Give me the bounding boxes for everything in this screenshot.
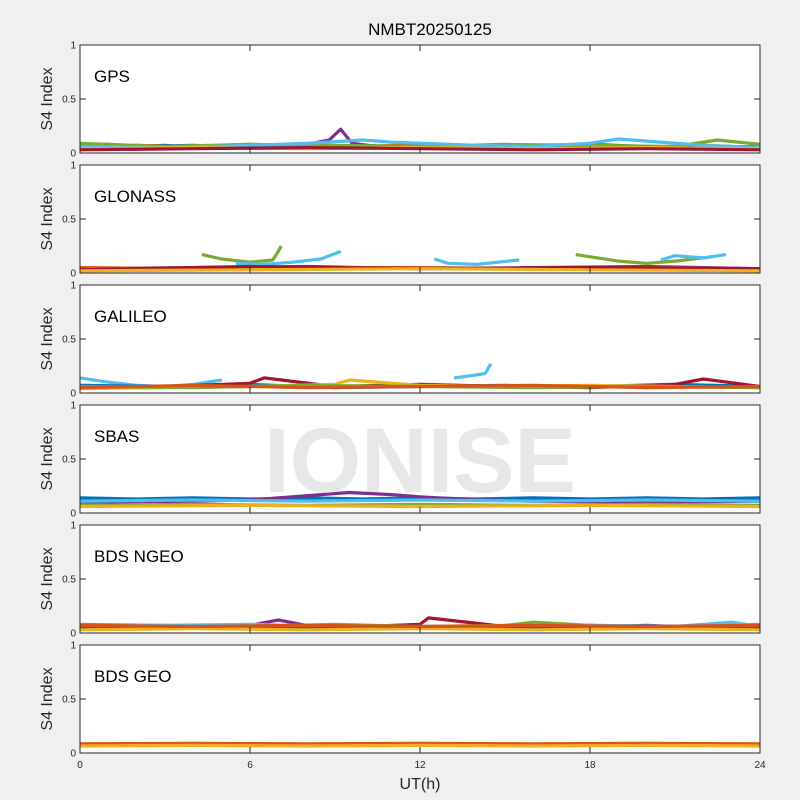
series-line [80, 137, 760, 150]
panel-galileo: 0 0.5 1 S4 Index GALILEO [39, 281, 761, 400]
x-tick-label: 12 [414, 760, 426, 771]
x-tick-label: 0 [77, 760, 83, 771]
y-axis-label: S4 Index [39, 187, 56, 250]
series-line [453, 363, 493, 380]
series-line [80, 743, 760, 748]
y-tick-label: 1 [70, 521, 76, 532]
series-group [80, 616, 760, 632]
y-axis-label: S4 Index [39, 427, 56, 490]
y-tick-label: 0.5 [62, 695, 76, 706]
y-tick-label: 1 [70, 641, 76, 652]
panel-glonass: 0 0.5 1 S4 Index GLONASS [39, 161, 761, 280]
series-line [80, 383, 760, 390]
figure-title: NMBT20250125 [368, 20, 492, 39]
panel-sbas: 0 0.5 1 S4 Index SBAS [39, 401, 761, 520]
series-line [80, 623, 760, 629]
panel-background [80, 165, 760, 273]
panel-background [80, 405, 760, 513]
series-line [660, 253, 727, 262]
panel-label: GLONASS [94, 187, 176, 206]
y-tick-label: 0 [70, 149, 76, 160]
y-tick-label: 0 [70, 749, 76, 760]
panel-bds-geo: 0 0.5 1 S4 Index BDS GEO [39, 641, 761, 760]
series-line [80, 741, 760, 746]
series-group [80, 363, 760, 391]
y-tick-label: 0.5 [62, 335, 76, 346]
y-tick-label: 0.5 [62, 575, 76, 586]
y-tick-label: 0 [70, 509, 76, 520]
y-tick-label: 1 [70, 41, 76, 52]
x-tick-label: 24 [754, 760, 766, 771]
panel-label: GALILEO [94, 307, 167, 326]
panel-label: SBAS [94, 427, 139, 446]
series-line [80, 498, 760, 503]
series-line [235, 249, 342, 266]
series-group [80, 245, 760, 273]
panel-background [80, 525, 760, 633]
series-line [433, 257, 520, 266]
panel-label: BDS GEO [94, 667, 171, 686]
x-axis-label: UT(h) [400, 776, 441, 793]
x-tick-label: 6 [247, 760, 253, 771]
series-line [80, 503, 760, 509]
panel-label: BDS NGEO [94, 547, 184, 566]
panel-bds-ngeo: 0 0.5 1 S4 Index BDS NGEO [39, 521, 761, 640]
y-axis-label: S4 Index [39, 307, 56, 370]
series-line [201, 245, 283, 264]
series-group [80, 490, 760, 509]
x-axis: 0 6 12 18 24 [77, 760, 766, 771]
watermark-text: IONISE [264, 410, 576, 512]
x-tick-label: 18 [584, 760, 596, 771]
y-tick-label: 1 [70, 401, 76, 412]
panel-background [80, 645, 760, 753]
panel-label: GPS [94, 67, 130, 86]
y-axis-label: S4 Index [39, 667, 56, 730]
panel-gps: 0 0.5 1 S4 Index GPS [39, 41, 761, 160]
y-tick-label: 1 [70, 281, 76, 292]
series-group [80, 741, 760, 748]
y-tick-label: 0 [70, 269, 76, 280]
panel-background [80, 285, 760, 393]
y-tick-label: 1 [70, 161, 76, 172]
y-tick-label: 0.5 [62, 95, 76, 106]
y-tick-label: 0 [70, 629, 76, 640]
panel-background [80, 45, 760, 153]
panels-group: 0 0.5 1 S4 Index GPS 0 0.5 1 S4 Index GLONASS 0 0.5… [39, 41, 761, 760]
y-axis-label: S4 Index [39, 67, 56, 130]
y-tick-label: 0.5 [62, 455, 76, 466]
y-tick-label: 0.5 [62, 215, 76, 226]
series-line [575, 253, 712, 265]
y-tick-label: 0 [70, 389, 76, 400]
y-axis-label: S4 Index [39, 547, 56, 610]
